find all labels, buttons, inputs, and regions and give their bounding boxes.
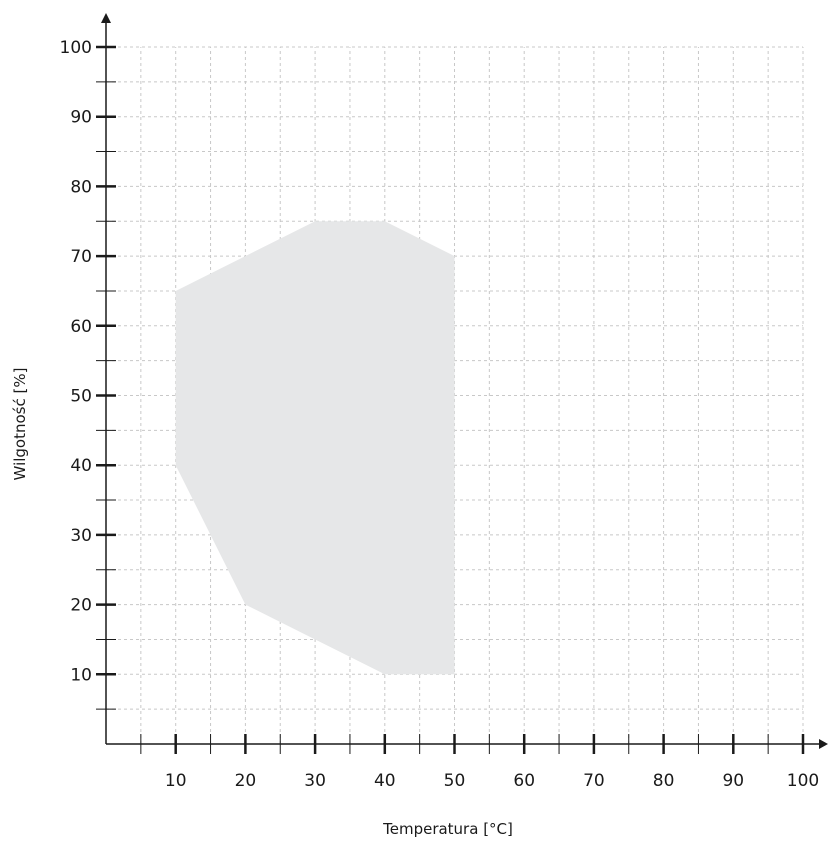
tick-labels: 10 20 30 40 50 60 70 80 90 100 10 20 30 40 50 60 70 80 90 1… [60,38,820,791]
y-tick-label: 80 [70,177,92,197]
y-tick-label: 60 [70,317,92,337]
axes [101,13,828,749]
x-axis-arrow-icon [819,739,828,749]
y-tick-label: 70 [70,247,92,267]
y-tick-label: 20 [70,596,92,616]
y-tick-label: 40 [70,456,92,476]
operating-region-area [175,221,455,675]
y-axis-title: Wilgotność [%] [11,368,29,481]
x-tick-label: 30 [304,771,326,791]
x-tick-label: 50 [444,771,466,791]
x-tick-label: 20 [235,771,257,791]
x-tick-label: 40 [374,771,396,791]
y-axis-arrow-icon [101,13,111,23]
x-tick-label: 10 [165,771,187,791]
y-tick-label: 50 [70,387,92,407]
x-axis-title: Temperatura [°C] [382,820,513,838]
y-tick-label: 10 [70,665,92,685]
x-tick-label: 90 [722,771,744,791]
y-tick-label: 90 [70,108,92,128]
x-tick-label: 80 [653,771,675,791]
y-tick-label: 100 [60,38,92,58]
x-tick-label: 60 [513,771,535,791]
x-tick-label: 100 [787,771,819,791]
x-tick-label: 70 [583,771,605,791]
ticks [96,45,805,754]
y-tick-label: 30 [70,526,92,546]
